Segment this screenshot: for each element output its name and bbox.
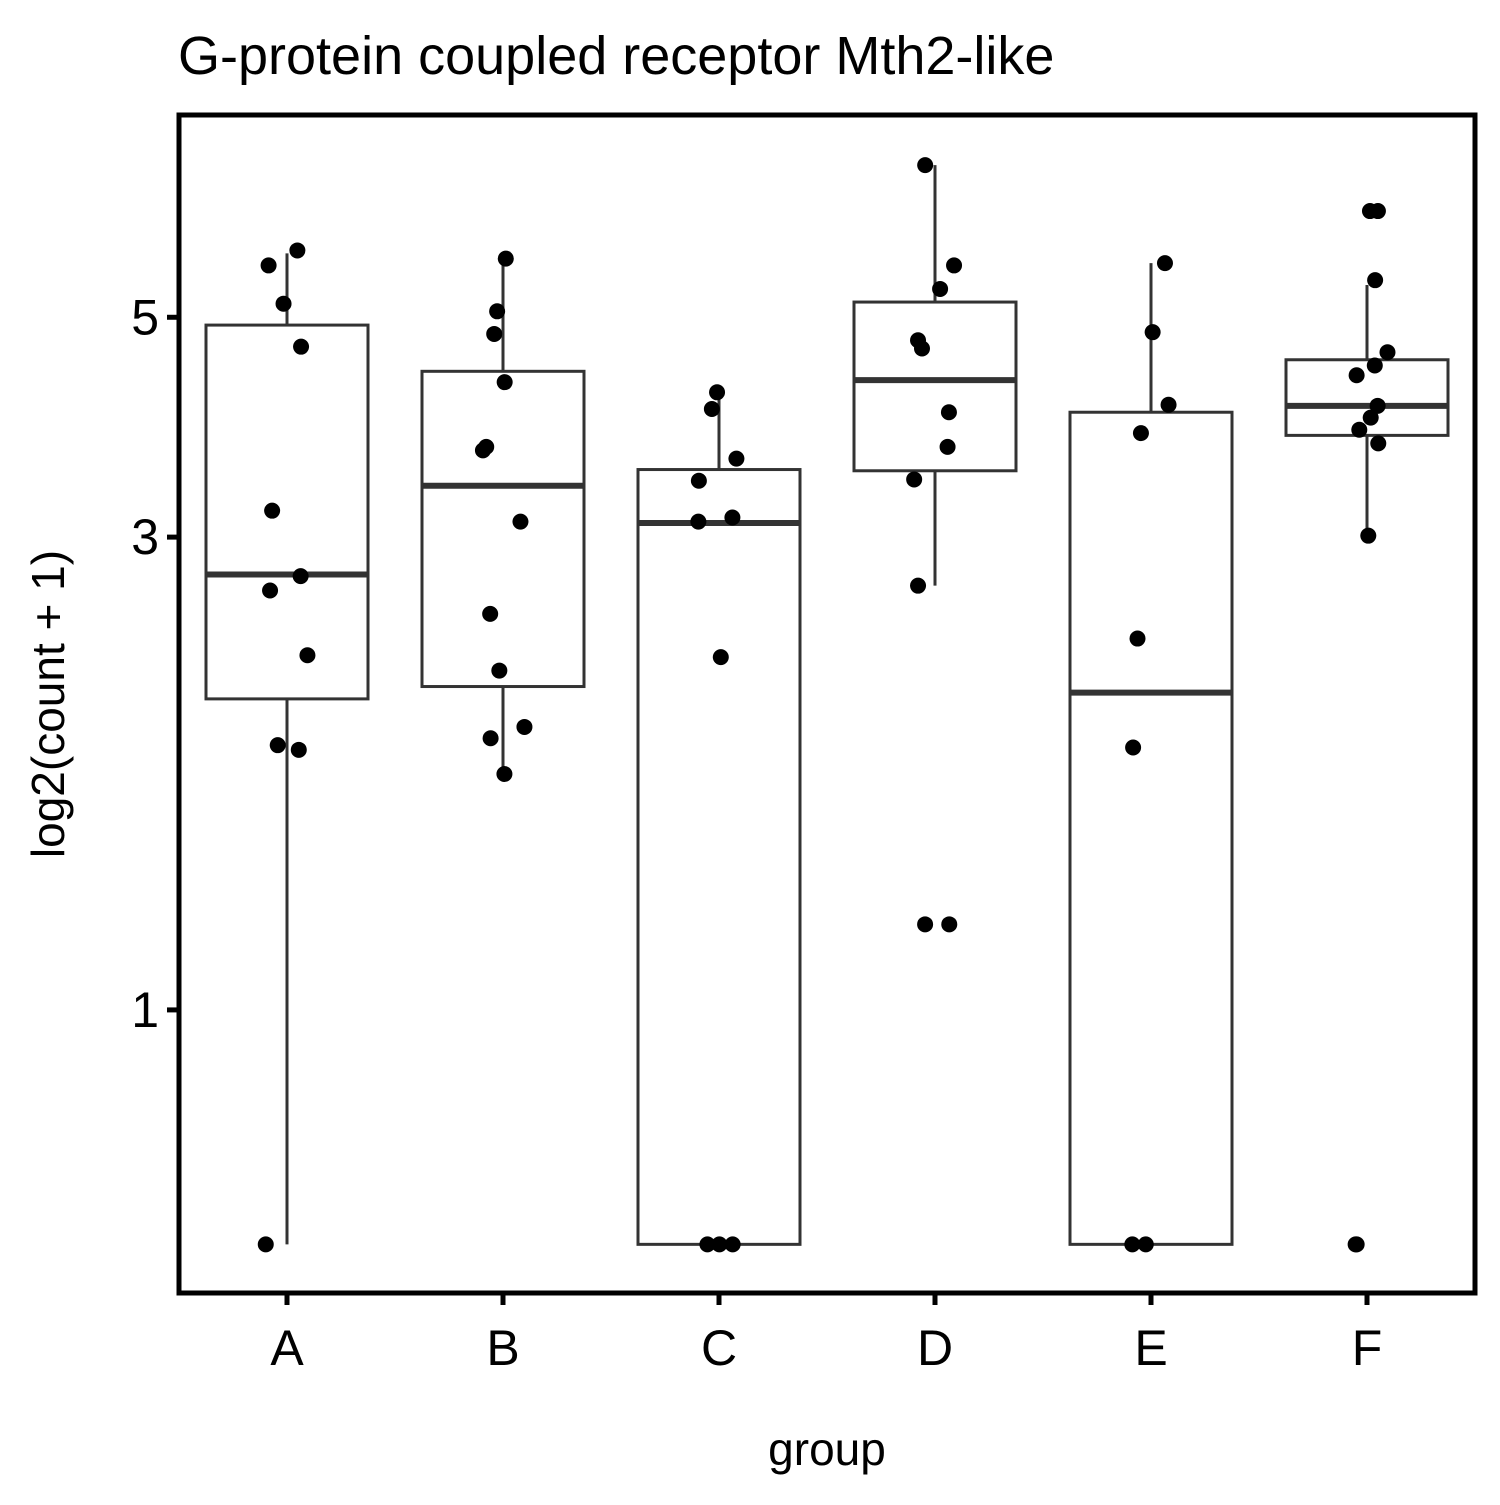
point — [512, 513, 529, 530]
point — [486, 325, 503, 342]
x-tick-label: E — [1134, 1320, 1167, 1376]
point — [690, 513, 707, 530]
point — [482, 605, 499, 622]
point — [496, 374, 513, 391]
point — [1367, 272, 1384, 289]
y-axis-title: log2(count + 1) — [22, 550, 74, 858]
point — [940, 404, 957, 421]
point — [1351, 421, 1368, 438]
point — [1379, 344, 1396, 361]
point — [939, 438, 956, 455]
point — [275, 295, 292, 312]
x-tick-label: F — [1352, 1320, 1383, 1376]
point — [516, 718, 533, 735]
point — [1361, 203, 1378, 220]
point — [1348, 367, 1365, 384]
point — [941, 916, 958, 933]
point — [1160, 396, 1177, 413]
point — [1366, 357, 1383, 374]
x-tick-label: A — [270, 1320, 304, 1376]
point — [496, 766, 513, 783]
point — [712, 649, 729, 666]
point — [1156, 255, 1173, 272]
point — [491, 662, 508, 679]
point — [1360, 527, 1377, 544]
point — [290, 741, 307, 758]
point — [1347, 1236, 1364, 1253]
y-tick-label: 3 — [131, 509, 159, 565]
box — [204, 323, 370, 701]
point — [709, 384, 726, 401]
point — [690, 472, 707, 489]
point — [932, 280, 949, 297]
y-tick-label: 1 — [131, 982, 159, 1038]
point — [728, 450, 745, 467]
point — [293, 338, 310, 355]
point — [910, 577, 927, 594]
point — [289, 242, 306, 259]
point — [1369, 397, 1386, 414]
x-tick-label: B — [486, 1320, 519, 1376]
x-axis-title: group — [768, 1423, 886, 1475]
point — [724, 509, 741, 526]
point — [946, 257, 963, 274]
y-tick-label: 5 — [131, 289, 159, 345]
point — [1362, 409, 1379, 426]
point — [497, 250, 514, 267]
point — [299, 647, 316, 664]
point — [257, 1236, 274, 1253]
point — [1370, 435, 1387, 452]
point — [703, 401, 720, 418]
point — [1129, 630, 1146, 647]
box — [636, 468, 802, 1246]
point — [724, 1236, 741, 1253]
box — [420, 369, 586, 689]
point — [913, 340, 930, 357]
point — [292, 568, 309, 585]
point — [269, 737, 286, 754]
point — [917, 916, 934, 933]
chart-title: G-protein coupled receptor Mth2-like — [178, 26, 1054, 86]
point — [1137, 1236, 1154, 1253]
point — [489, 303, 506, 320]
point — [1125, 739, 1142, 756]
point — [262, 582, 279, 599]
point — [1124, 1236, 1141, 1253]
point — [917, 157, 934, 174]
box — [1068, 410, 1234, 1246]
point — [264, 502, 281, 519]
point — [906, 471, 923, 488]
point — [1144, 324, 1161, 341]
box — [852, 300, 1018, 473]
point — [699, 1236, 716, 1253]
x-tick-label: C — [701, 1320, 737, 1376]
point — [474, 442, 491, 459]
point — [711, 1236, 728, 1253]
x-tick-label: D — [917, 1320, 953, 1376]
panel-border — [176, 112, 1478, 1296]
point — [260, 257, 277, 274]
point — [1132, 425, 1149, 442]
point — [482, 730, 499, 747]
